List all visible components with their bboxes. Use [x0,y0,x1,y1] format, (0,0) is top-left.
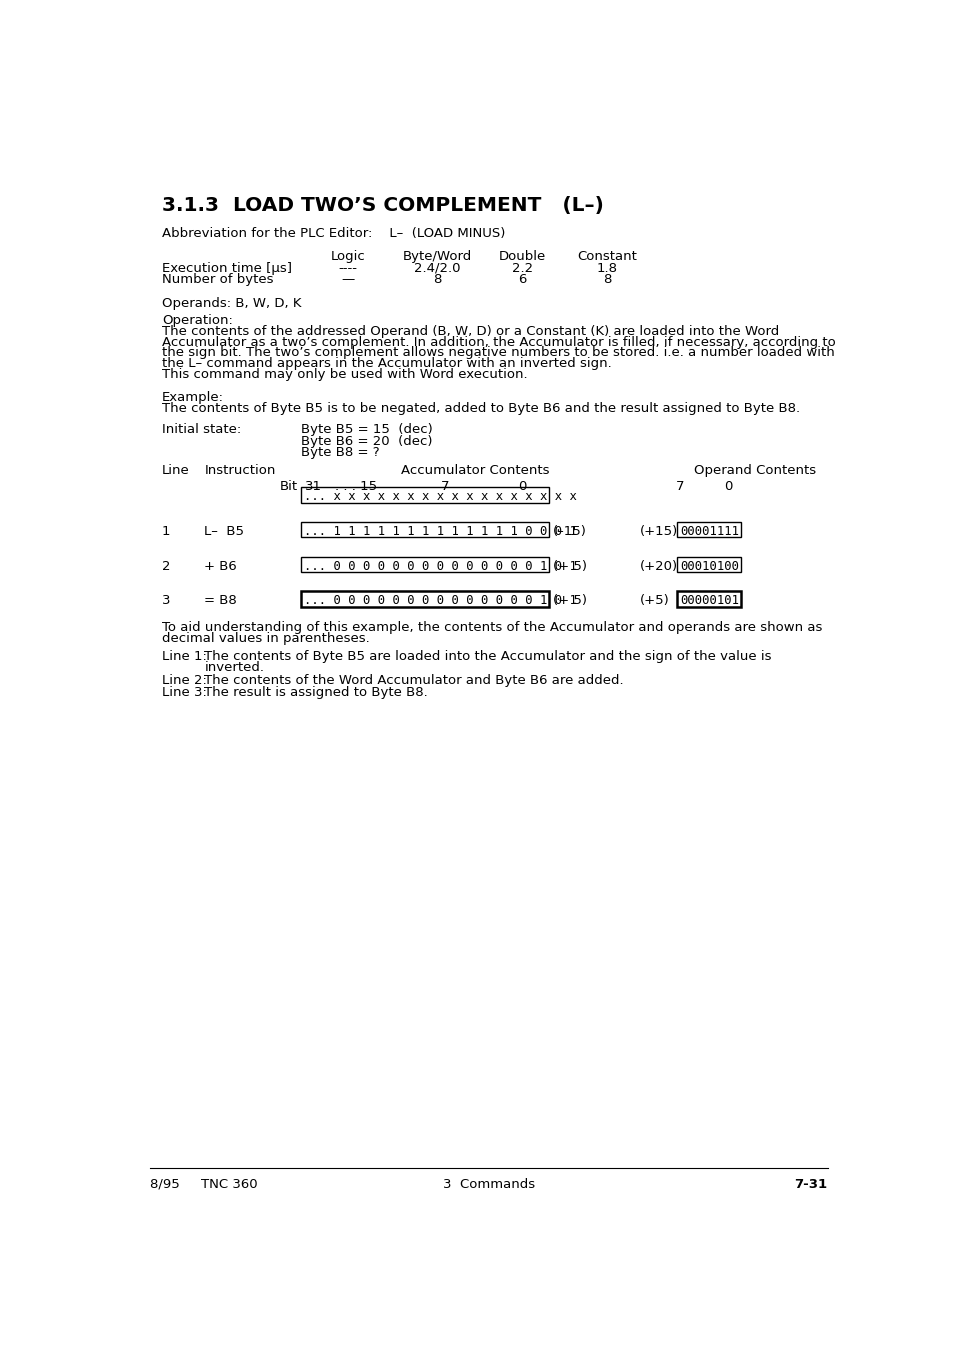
Text: decimal values in parentheses.: decimal values in parentheses. [162,633,369,645]
Text: L–  B5: L– B5 [204,525,244,538]
Text: ... x x x x x x x x x x x x x x x x x: ... x x x x x x x x x x x x x x x x x [304,490,577,503]
Text: Line 2:: Line 2: [162,673,207,686]
Text: inverted.: inverted. [204,661,264,674]
Text: Double: Double [498,250,545,262]
Text: Accumulator Contents: Accumulator Contents [401,464,550,476]
Text: 31: 31 [305,479,322,493]
Bar [677,556,740,572]
Bar [301,522,549,537]
Text: To aid understanding of this example, the contents of the Accumulator and operan: To aid understanding of this example, th… [162,622,821,634]
Text: Logic: Logic [330,250,365,262]
Text: Line 1:: Line 1: [162,650,207,664]
Text: Line 3:: Line 3: [162,686,207,699]
Bar [677,591,740,607]
Text: 2.2: 2.2 [511,261,533,275]
Text: Execution time [µs]: Execution time [µs] [162,261,292,275]
Text: ... 1 1 1 1 1 1 1 1 1 1 1 1 1 0 0 0 1: ... 1 1 1 1 1 1 1 1 1 1 1 1 1 0 0 0 1 [304,525,577,538]
Text: + B6: + B6 [204,560,237,572]
Text: —: — [341,273,355,287]
Text: . . . 15: . . . 15 [335,479,376,493]
Text: Instruction: Instruction [204,464,275,476]
Text: Accumulator as a two’s complement. In addition, the Accumulator is filled, if ne: Accumulator as a two’s complement. In ad… [162,335,835,349]
Text: 2: 2 [162,560,171,572]
Text: 7: 7 [675,479,683,493]
Text: 7: 7 [440,479,449,493]
Text: This command may only be used with Word execution.: This command may only be used with Word … [162,367,527,381]
Text: 8: 8 [602,273,611,287]
Text: Operation:: Operation: [162,314,233,327]
Text: Constant: Constant [577,250,637,262]
Text: The contents of Byte B5 are loaded into the Accumulator and the sign of the valu: The contents of Byte B5 are loaded into … [204,650,771,664]
Text: The result is assigned to Byte B8.: The result is assigned to Byte B8. [204,686,428,699]
Text: 3: 3 [162,595,171,607]
Text: 0: 0 [723,479,731,493]
Bar [301,487,549,502]
Text: Byte B5 = 15  (dec): Byte B5 = 15 (dec) [301,424,433,436]
Bar [301,556,549,572]
Text: Byte B6 = 20  (dec): Byte B6 = 20 (dec) [301,435,433,448]
Text: 3.1.3  LOAD TWO’S COMPLEMENT   (L–): 3.1.3 LOAD TWO’S COMPLEMENT (L–) [162,197,603,215]
Text: 1: 1 [162,525,171,538]
Text: Operand Contents: Operand Contents [693,464,815,476]
Text: Abbreviation for the PLC Editor:    L–  (LOAD MINUS): Abbreviation for the PLC Editor: L– (LOA… [162,227,505,240]
Text: Initial state:: Initial state: [162,424,241,436]
Text: ... 0 0 0 0 0 0 0 0 0 0 0 0 0 0 1 0 1: ... 0 0 0 0 0 0 0 0 0 0 0 0 0 0 1 0 1 [304,560,577,572]
Text: 6: 6 [517,273,526,287]
Text: Number of bytes: Number of bytes [162,273,274,287]
Text: 00010100: 00010100 [679,560,739,572]
Text: 8/95     TNC 360: 8/95 TNC 360 [150,1178,257,1191]
Bar [301,591,549,607]
Text: 3  Commands: 3 Commands [442,1178,535,1191]
Text: The contents of the addressed Operand (B, W, D) or a Constant (K) are loaded int: The contents of the addressed Operand (B… [162,324,779,338]
Text: (+20): (+20) [639,560,678,572]
Text: 00000101: 00000101 [679,595,739,607]
Text: Line: Line [162,464,190,476]
Text: Byte B8 = ?: Byte B8 = ? [301,447,379,459]
Text: Example:: Example: [162,390,224,404]
Text: Bit: Bit [279,479,297,493]
Text: (+5): (+5) [639,595,669,607]
Bar [677,522,740,537]
Text: = B8: = B8 [204,595,237,607]
Text: Operands: B, W, D, K: Operands: B, W, D, K [162,297,301,310]
Text: 7-31: 7-31 [794,1178,827,1191]
Text: the sign bit. The two’s complement allows negative numbers to be stored. i.e. a : the sign bit. The two’s complement allow… [162,346,834,359]
Text: (–15): (–15) [553,525,586,538]
Text: (+ 5): (+ 5) [553,595,587,607]
Text: ----: ---- [338,261,357,275]
Text: 1.8: 1.8 [597,261,618,275]
Text: the L– command appears in the Accumulator with an inverted sign.: the L– command appears in the Accumulato… [162,357,611,370]
Text: 0: 0 [517,479,526,493]
Text: The contents of the Word Accumulator and Byte B6 are added.: The contents of the Word Accumulator and… [204,673,623,686]
Text: (+15): (+15) [639,525,678,538]
Text: 2.4/2.0: 2.4/2.0 [414,261,459,275]
Text: (+ 5): (+ 5) [553,560,587,572]
Text: ... 0 0 0 0 0 0 0 0 0 0 0 0 0 0 1 0 1: ... 0 0 0 0 0 0 0 0 0 0 0 0 0 0 1 0 1 [304,595,577,607]
Text: 00001111: 00001111 [679,525,739,538]
Text: 8: 8 [433,273,440,287]
Text: Byte/Word: Byte/Word [402,250,471,262]
Text: The contents of Byte B5 is to be negated, added to Byte B6 and the result assign: The contents of Byte B5 is to be negated… [162,401,800,415]
